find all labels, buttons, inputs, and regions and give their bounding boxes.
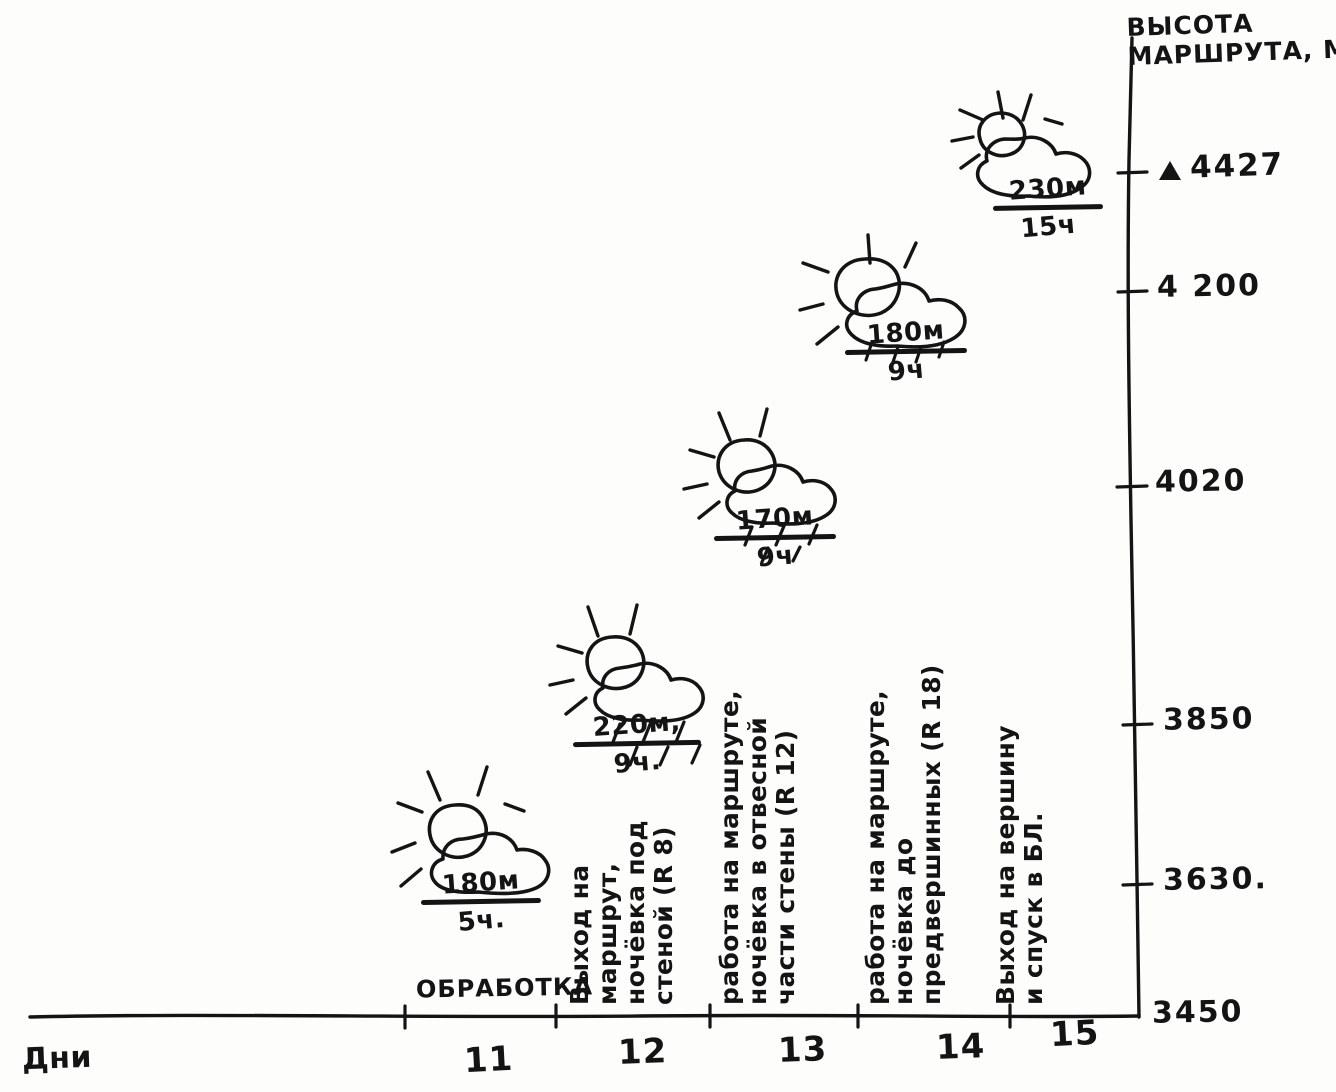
- x-tick-label-12: 12: [617, 1031, 668, 1073]
- x-axis-line: [28, 1013, 1141, 1019]
- x-tick-label-11: 11: [462, 1038, 515, 1082]
- day-15-gain-over-hours: 230м 15ч: [992, 171, 1104, 244]
- day-15-gain: 230м: [1007, 171, 1088, 207]
- y-tick-label-3850: 3850: [1162, 701, 1255, 738]
- day-13-note: работа на маршруте, ночёвка в отвесной ч…: [715, 690, 800, 1005]
- day-13-gain: 170м: [734, 501, 815, 537]
- day-13-gain-over-hours: 170м 9ч: [713, 501, 837, 574]
- day-14-note-line1: работа на маршруте,: [861, 690, 890, 1005]
- y-tick-label-3630: 3630.: [1162, 861, 1269, 898]
- day-14-note-line3: предвершинных (R 18): [917, 664, 946, 1005]
- day-15-note-line2: и спуск в БЛ.: [1019, 812, 1048, 1005]
- day-11-gain: 180м: [440, 865, 521, 901]
- y-axis-tick-4200: [1116, 289, 1149, 294]
- day-15-note: Выход на вершину и спуск в БЛ.: [991, 725, 1048, 1005]
- day-13-note-line2: ночёвка в отвесной: [743, 716, 772, 1005]
- day-12-note: Выход на маршрут, ночёвка под стеной (R …: [565, 820, 678, 1005]
- day-15-note-line1: Выход на вершину: [991, 725, 1020, 1005]
- day-12-gain: 220м,: [591, 706, 682, 744]
- x-axis-title: Дни: [21, 1039, 93, 1078]
- x-tick-label-14: 14: [935, 1026, 986, 1068]
- day-12-gain-over-hours: 220м, 9ч.: [572, 706, 702, 780]
- y-tick-label-4427: 4427: [1189, 146, 1285, 186]
- day-14-gain-over-hours: 180м 9ч: [844, 315, 968, 388]
- day-12-note-line4: стеной (R 8): [649, 826, 678, 1005]
- y-tick-label-4020: 4020: [1154, 463, 1247, 500]
- x-tick-label-13: 13: [777, 1029, 828, 1071]
- weather-icon-day-14: [798, 233, 967, 364]
- day-12-note-line3: ночёвка под: [621, 820, 650, 1005]
- y-axis-title: ВЫСОТА МАРШРУТА, м.: [1126, 6, 1336, 72]
- day-13-note-line3: части стены (R 12): [771, 729, 800, 1005]
- y-axis-tick-4427: [1116, 170, 1149, 175]
- y-axis-tick-3630: [1121, 882, 1154, 887]
- day-14-gain: 180м: [865, 315, 946, 351]
- y-axis-tick-3850: [1121, 722, 1154, 727]
- day-12-note-line1: Выход на: [565, 864, 594, 1005]
- day-14-note-line2: ночёвка до: [889, 837, 918, 1005]
- y-axis-line: [1126, 36, 1141, 1019]
- y-tick-label-3450: 3450: [1151, 994, 1244, 1031]
- weather-icon-day-11: [390, 765, 551, 896]
- day-12-note-line2: маршрут,: [593, 862, 622, 1005]
- y-axis-tick-4020: [1115, 484, 1149, 489]
- y-tick-label-4200: 4 200: [1156, 268, 1262, 305]
- day-11-gain-over-hours: 180м 5ч.: [420, 865, 542, 938]
- day-14-note: работа на маршруте, ночёвка до предверши…: [861, 664, 946, 1005]
- weather-icon-day-13: [682, 407, 837, 564]
- x-tick-label-15: 15: [1048, 1012, 1101, 1056]
- weather-icon-day-12: [548, 603, 705, 767]
- peak-triangle-icon: [1159, 161, 1181, 180]
- day-13-note-line1: работа на маршруте,: [715, 690, 744, 1005]
- weather-icon-day-15: [950, 90, 1092, 199]
